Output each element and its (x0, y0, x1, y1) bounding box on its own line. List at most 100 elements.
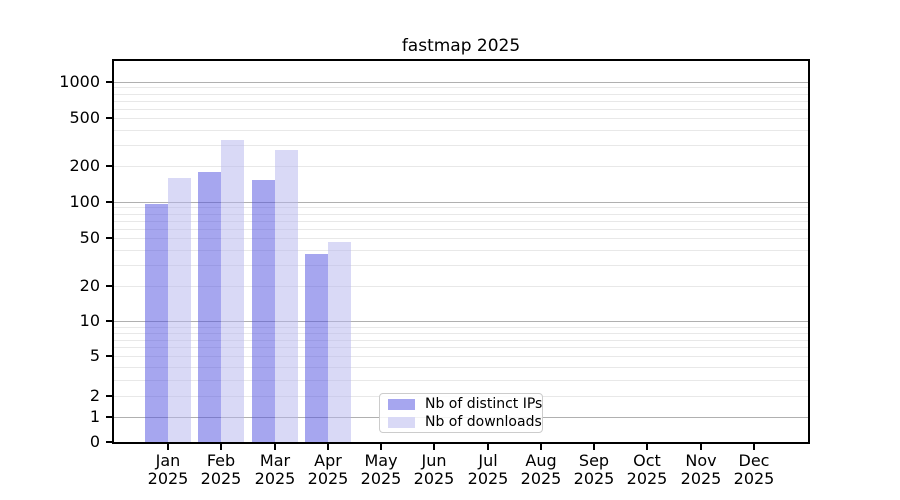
x-tick-month: Sep (578, 451, 610, 470)
x-tick-mark (274, 444, 276, 450)
gridline-minor (114, 109, 808, 110)
x-tick-year: 2025 (413, 469, 455, 488)
gridline-minor (114, 229, 808, 230)
legend-label: Nb of distinct IPs (425, 396, 543, 412)
x-tick-month: Apr (314, 451, 342, 470)
y-tick-label: 1000 (59, 72, 100, 91)
x-tick-mark (540, 444, 542, 450)
bar-distinct-ips (198, 172, 221, 442)
legend-item: Nb of downloads (388, 414, 542, 430)
gridline-minor (114, 286, 808, 287)
gridline-major (114, 82, 808, 83)
gridline-minor (114, 145, 808, 146)
gridline-minor (114, 265, 808, 266)
x-tick-mark (167, 444, 169, 450)
x-tick-label: Sep 2025 (559, 452, 629, 488)
x-tick-mark (700, 444, 702, 450)
gridline-minor (114, 214, 808, 215)
x-tick-mark (646, 444, 648, 450)
gridline-minor (114, 367, 808, 368)
y-tick-label: 0 (89, 432, 100, 451)
x-tick-mark (433, 444, 435, 450)
gridline-minor (114, 347, 808, 348)
bar-downloads (168, 178, 191, 442)
x-tick-month: Jul (478, 451, 498, 470)
gridline-minor (114, 166, 808, 167)
x-tick-month: Oct (633, 451, 661, 470)
x-tick-month: Mar (259, 451, 291, 470)
x-tick-year: 2025 (467, 469, 509, 488)
gridline-minor (114, 340, 808, 341)
legend-swatch-distinct-ips (388, 398, 415, 410)
legend-item: Nb of distinct IPs (388, 396, 542, 412)
x-tick-label: Jun 2025 (399, 452, 469, 488)
x-tick-month: Aug (525, 451, 557, 470)
y-tick-label: 20 (79, 276, 100, 295)
gridline-minor (114, 207, 808, 208)
bars-layer (114, 61, 808, 442)
bar-downloads (221, 140, 244, 442)
gridline-major (114, 202, 808, 203)
x-tick-mark (593, 444, 595, 450)
bar-downloads (328, 242, 351, 442)
x-tick-month: Feb (206, 451, 236, 470)
x-tick-mark (327, 444, 329, 450)
bar-distinct-ips (145, 204, 168, 442)
x-tick-month: Jun (421, 451, 447, 470)
gridline-minor (114, 118, 808, 119)
x-tick-label: Nov 2025 (666, 452, 736, 488)
chart-title: fastmap 2025 (401, 36, 521, 56)
x-tick-label: Oct 2025 (612, 452, 682, 488)
x-tick-label: Aug 2025 (506, 452, 576, 488)
gridline-minor (114, 87, 808, 88)
gridline-major (114, 321, 808, 322)
legend-swatch-downloads (388, 416, 415, 428)
gridline-minor (114, 333, 808, 334)
x-tick-label: May 2025 (346, 452, 416, 488)
bar-distinct-ips (305, 254, 328, 442)
gridline-minor (114, 250, 808, 251)
bar-downloads (275, 150, 298, 442)
x-tick-year: 2025 (200, 469, 242, 488)
y-tick-label: 200 (69, 156, 100, 175)
gridline-minor (114, 101, 808, 102)
gridline-minor (114, 238, 808, 239)
gridline-minor (114, 356, 808, 357)
x-tick-label: Jan 2025 (133, 452, 203, 488)
x-tick-mark (380, 444, 382, 450)
x-tick-month: Nov (685, 451, 717, 470)
gridline-minor (114, 221, 808, 222)
x-tick-year: 2025 (626, 469, 668, 488)
y-tick-label: 50 (79, 228, 100, 247)
x-tick-month: May (364, 451, 398, 470)
x-tick-mark (753, 444, 755, 450)
x-tick-year: 2025 (573, 469, 615, 488)
x-tick-year: 2025 (680, 469, 722, 488)
x-tick-year: 2025 (360, 469, 402, 488)
y-tick-label: 5 (89, 346, 100, 365)
x-tick-mark (487, 444, 489, 450)
x-tick-label: Jul 2025 (453, 452, 523, 488)
x-tick-year: 2025 (307, 469, 349, 488)
gridline-minor (114, 380, 808, 381)
gridline-minor (114, 327, 808, 328)
y-tick-label: 100 (69, 192, 100, 211)
x-tick-mark (220, 444, 222, 450)
y-tick-label: 500 (69, 108, 100, 127)
legend: Nb of distinct IPs Nb of downloads (379, 393, 543, 433)
x-tick-label: Feb 2025 (186, 452, 256, 488)
gridline-minor (114, 130, 808, 131)
x-tick-year: 2025 (520, 469, 562, 488)
x-tick-year: 2025 (147, 469, 189, 488)
gridline-minor (114, 94, 808, 95)
x-tick-label: Dec 2025 (719, 452, 789, 488)
x-tick-year: 2025 (733, 469, 775, 488)
legend-label: Nb of downloads (425, 414, 542, 430)
y-tick-label: 2 (89, 386, 100, 405)
x-tick-year: 2025 (254, 469, 296, 488)
plot-area (112, 59, 810, 444)
bar-distinct-ips (252, 180, 275, 442)
x-tick-label: Mar 2025 (240, 452, 310, 488)
x-tick-month: Jan (155, 451, 181, 470)
